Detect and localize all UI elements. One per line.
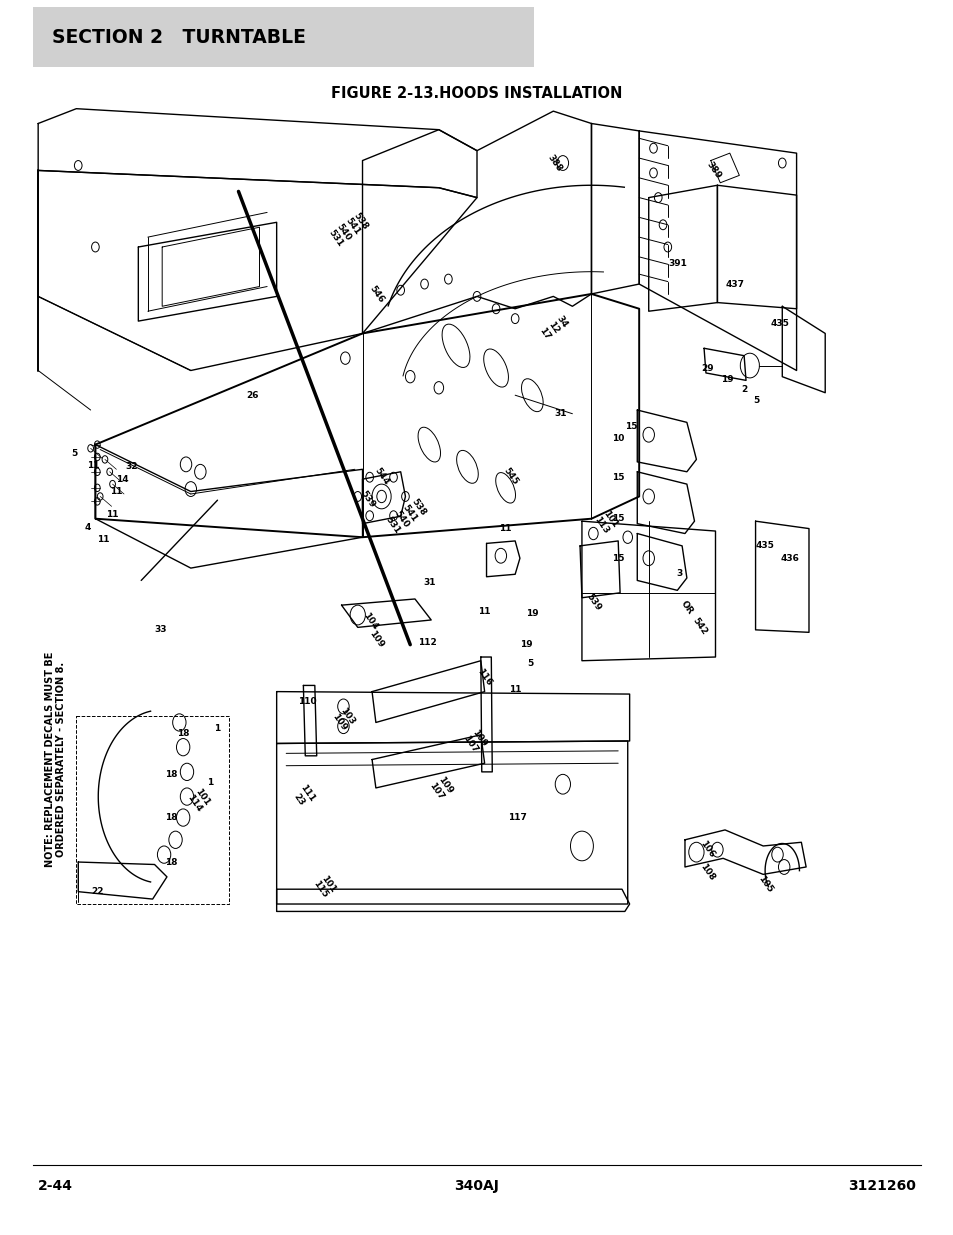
Text: 5: 5 [71,448,77,458]
Text: 11: 11 [110,487,123,496]
Text: 11: 11 [498,524,512,534]
Text: 109
107: 109 107 [427,774,454,802]
Text: 11: 11 [508,684,521,694]
FancyBboxPatch shape [33,7,534,67]
Text: 2: 2 [740,384,746,394]
Text: 5: 5 [527,658,533,668]
Text: 538
541
540
531: 538 541 540 531 [383,496,427,536]
Text: 11: 11 [87,461,100,471]
Text: 3: 3 [676,568,681,578]
Text: 111
23: 111 23 [290,783,316,810]
Text: 389: 389 [703,161,722,180]
Text: 539: 539 [357,489,376,509]
Text: 117: 117 [507,813,526,823]
Text: 18: 18 [165,857,178,867]
Text: 545: 545 [500,467,519,487]
Text: 104: 104 [360,611,379,631]
Text: 435: 435 [770,319,789,329]
Text: 10: 10 [612,433,623,443]
Text: 19: 19 [519,640,533,650]
Text: 34
12
17: 34 12 17 [537,314,569,341]
Text: 538
541
540
531: 538 541 540 531 [326,210,370,249]
Text: 112: 112 [417,637,436,647]
Text: 15: 15 [624,421,638,431]
Text: 11: 11 [106,510,119,520]
Text: 15: 15 [611,553,624,563]
Text: 26: 26 [246,390,259,400]
Text: 542: 542 [689,616,708,636]
Text: 15: 15 [611,473,624,483]
Text: 15: 15 [611,514,624,524]
Text: 11: 11 [477,606,491,616]
Text: 109
107: 109 107 [461,727,488,755]
Text: 539: 539 [583,593,602,613]
Text: 1: 1 [214,724,220,734]
Text: 19: 19 [525,609,538,619]
Text: 11: 11 [96,535,110,545]
Text: OR: OR [679,599,694,616]
Text: 29: 29 [700,363,714,373]
Text: 31: 31 [422,578,436,588]
Text: 2-44: 2-44 [38,1178,73,1193]
Text: 1: 1 [207,778,213,788]
Text: 544: 544 [372,467,391,487]
Text: 14: 14 [115,474,129,484]
Text: 106: 106 [699,840,716,860]
Text: 32: 32 [125,462,138,472]
Text: 18: 18 [165,769,178,779]
Text: 110: 110 [297,697,316,706]
Text: 33: 33 [153,625,167,635]
Text: FIGURE 2-13.HOODS INSTALLATION: FIGURE 2-13.HOODS INSTALLATION [331,86,622,101]
Text: 546: 546 [367,284,386,304]
Text: 31: 31 [554,409,567,419]
Text: 101
115: 101 115 [311,873,337,900]
Text: SECTION 2   TURNTABLE: SECTION 2 TURNTABLE [52,27,306,47]
Text: 437: 437 [724,279,743,289]
Text: NOTE: REPLACEMENT DECALS MUST BE
ORDERED SEPARATELY - SECTION 8.: NOTE: REPLACEMENT DECALS MUST BE ORDERED… [45,652,66,867]
Text: 105: 105 [756,874,773,894]
Text: 18: 18 [176,729,190,739]
Text: 435: 435 [755,541,774,551]
Text: 5: 5 [753,395,759,405]
Text: 101
113: 101 113 [592,509,618,536]
Text: 436: 436 [780,553,799,563]
Text: 109: 109 [367,630,386,650]
Text: 4: 4 [85,522,91,532]
Text: 18: 18 [165,813,178,823]
Text: 116: 116 [475,667,494,687]
Text: 388: 388 [545,153,564,173]
Text: 108: 108 [699,862,716,882]
Text: 101
114: 101 114 [185,787,212,814]
Text: 103
109: 103 109 [330,705,356,732]
Text: 3121260: 3121260 [847,1178,915,1193]
Text: 391: 391 [667,258,686,268]
Text: 340AJ: 340AJ [454,1178,499,1193]
Text: 19: 19 [720,374,733,384]
Text: 22: 22 [91,887,104,897]
